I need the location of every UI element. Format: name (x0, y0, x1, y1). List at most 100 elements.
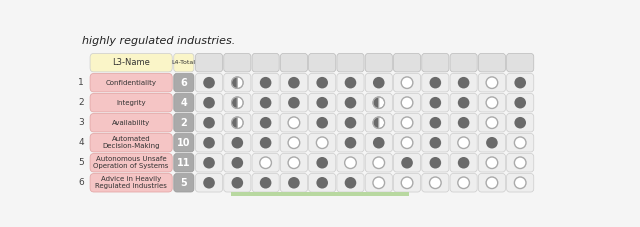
Wedge shape (232, 97, 237, 109)
Circle shape (232, 177, 243, 189)
FancyBboxPatch shape (478, 153, 506, 172)
FancyBboxPatch shape (195, 173, 223, 192)
Circle shape (373, 177, 385, 189)
Circle shape (288, 117, 300, 128)
Circle shape (316, 137, 328, 148)
Circle shape (204, 177, 215, 189)
FancyBboxPatch shape (252, 94, 279, 112)
Circle shape (458, 77, 469, 89)
FancyBboxPatch shape (280, 153, 307, 172)
Wedge shape (232, 77, 237, 89)
Circle shape (232, 157, 243, 168)
FancyBboxPatch shape (195, 53, 223, 72)
FancyBboxPatch shape (422, 94, 449, 112)
FancyBboxPatch shape (308, 153, 336, 172)
FancyBboxPatch shape (450, 153, 477, 172)
Circle shape (260, 137, 271, 148)
Circle shape (515, 97, 526, 109)
Circle shape (345, 117, 356, 128)
Circle shape (288, 137, 300, 148)
Circle shape (260, 157, 271, 168)
FancyBboxPatch shape (280, 173, 307, 192)
Circle shape (429, 97, 441, 109)
FancyBboxPatch shape (337, 173, 364, 192)
FancyBboxPatch shape (195, 94, 223, 112)
Wedge shape (373, 97, 379, 109)
FancyBboxPatch shape (394, 173, 420, 192)
FancyBboxPatch shape (394, 74, 420, 92)
FancyBboxPatch shape (174, 114, 194, 132)
Text: Confidentiality: Confidentiality (106, 80, 157, 86)
Text: 5: 5 (180, 178, 188, 188)
FancyBboxPatch shape (478, 94, 506, 112)
FancyBboxPatch shape (195, 114, 223, 132)
FancyBboxPatch shape (195, 153, 223, 172)
Circle shape (429, 177, 441, 189)
FancyBboxPatch shape (394, 153, 420, 172)
FancyBboxPatch shape (90, 94, 172, 112)
FancyBboxPatch shape (308, 114, 336, 132)
Circle shape (515, 157, 526, 168)
Circle shape (401, 77, 413, 89)
FancyBboxPatch shape (394, 94, 420, 112)
FancyBboxPatch shape (252, 53, 279, 72)
Circle shape (515, 77, 526, 89)
FancyBboxPatch shape (478, 74, 506, 92)
FancyBboxPatch shape (337, 114, 364, 132)
Circle shape (401, 157, 413, 168)
Text: Advice in Heavily
Regulated Industries: Advice in Heavily Regulated Industries (95, 176, 167, 189)
FancyBboxPatch shape (195, 133, 223, 152)
Circle shape (345, 97, 356, 109)
FancyBboxPatch shape (224, 53, 251, 72)
FancyBboxPatch shape (90, 173, 172, 192)
Circle shape (373, 137, 385, 148)
FancyBboxPatch shape (195, 74, 223, 92)
FancyBboxPatch shape (478, 133, 506, 152)
FancyBboxPatch shape (252, 153, 279, 172)
Circle shape (316, 177, 328, 189)
FancyBboxPatch shape (450, 133, 477, 152)
FancyBboxPatch shape (507, 53, 534, 72)
Circle shape (345, 157, 356, 168)
Circle shape (458, 157, 469, 168)
FancyBboxPatch shape (507, 153, 534, 172)
Circle shape (288, 177, 300, 189)
FancyBboxPatch shape (308, 133, 336, 152)
Circle shape (316, 157, 328, 168)
Circle shape (401, 117, 413, 128)
Circle shape (204, 117, 215, 128)
FancyBboxPatch shape (365, 74, 392, 92)
FancyBboxPatch shape (90, 153, 172, 172)
FancyBboxPatch shape (224, 173, 251, 192)
Circle shape (260, 97, 271, 109)
Text: 3: 3 (78, 118, 84, 127)
FancyBboxPatch shape (90, 133, 172, 152)
Circle shape (204, 77, 215, 89)
FancyBboxPatch shape (224, 133, 251, 152)
FancyBboxPatch shape (365, 133, 392, 152)
FancyBboxPatch shape (224, 74, 251, 92)
Circle shape (486, 157, 498, 168)
FancyBboxPatch shape (394, 114, 420, 132)
Circle shape (401, 177, 413, 189)
Circle shape (345, 177, 356, 189)
Circle shape (288, 97, 300, 109)
Circle shape (232, 137, 243, 148)
Text: 2: 2 (180, 118, 188, 128)
FancyBboxPatch shape (450, 173, 477, 192)
FancyBboxPatch shape (337, 74, 364, 92)
Circle shape (429, 137, 441, 148)
Circle shape (373, 157, 385, 168)
Circle shape (458, 117, 469, 128)
Text: 5: 5 (78, 158, 84, 167)
Circle shape (204, 157, 215, 168)
FancyBboxPatch shape (280, 53, 307, 72)
FancyBboxPatch shape (337, 153, 364, 172)
Circle shape (458, 97, 469, 109)
Text: 4: 4 (78, 138, 84, 147)
Circle shape (429, 157, 441, 168)
Text: 6: 6 (78, 178, 84, 187)
FancyBboxPatch shape (337, 133, 364, 152)
Circle shape (401, 137, 413, 148)
Wedge shape (237, 117, 243, 128)
